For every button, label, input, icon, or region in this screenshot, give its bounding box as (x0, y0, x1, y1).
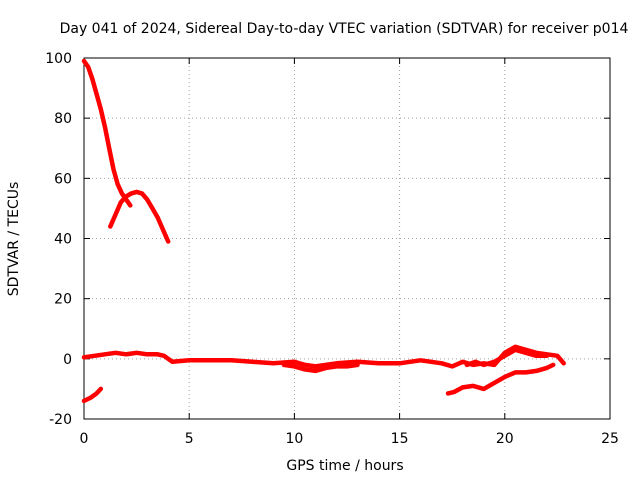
x-tick-label: 25 (601, 431, 619, 447)
x-tick-label: 0 (80, 431, 89, 447)
x-tick-label: 20 (496, 431, 514, 447)
y-tick-label: 80 (54, 111, 72, 127)
x-tick-label: 10 (285, 431, 303, 447)
x-tick-label: 15 (391, 431, 409, 447)
series-near-zero (81, 344, 566, 369)
series-steep-descent (81, 58, 133, 208)
y-tick-label: 40 (54, 232, 72, 248)
x-axis-label: GPS time / hours (286, 458, 403, 474)
y-axis-ticks: -20 0 20 40 60 80 100 (45, 51, 610, 428)
x-axis-ticks: 0 5 10 15 20 25 (80, 58, 619, 447)
x-tick-label: 5 (185, 431, 194, 447)
y-tick-label: -20 (49, 412, 72, 428)
y-axis-label: SDTVAR / TECUs (6, 182, 22, 297)
y-tick-label: 60 (54, 171, 72, 187)
y-tick-label: 0 (63, 352, 72, 368)
series-late-upper (464, 347, 550, 368)
data-series (81, 58, 566, 404)
series-late-negative (445, 362, 556, 396)
y-tick-label: 100 (45, 51, 72, 67)
chart-title: Day 041 of 2024, Sidereal Day-to-day VTE… (60, 21, 629, 37)
series-arc (108, 189, 171, 244)
series-early-negative (81, 386, 104, 404)
y-tick-label: 20 (54, 292, 72, 308)
series-near-zero-lower (281, 362, 360, 374)
